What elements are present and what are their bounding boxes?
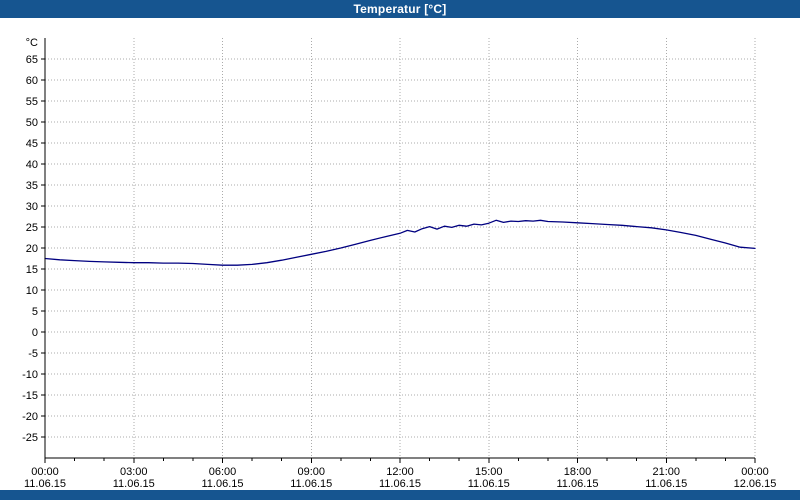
svg-text:10: 10 <box>26 285 38 297</box>
svg-text:15: 15 <box>26 264 38 276</box>
svg-text:25: 25 <box>26 222 38 234</box>
svg-text:-15: -15 <box>22 390 38 402</box>
svg-text:-25: -25 <box>22 432 38 444</box>
svg-text:11.06.15: 11.06.15 <box>379 478 421 490</box>
svg-text:09:00: 09:00 <box>297 466 325 478</box>
svg-text:15:00: 15:00 <box>475 466 503 478</box>
svg-text:00:00: 00:00 <box>741 466 769 478</box>
svg-text:-5: -5 <box>28 348 38 360</box>
svg-text:-20: -20 <box>22 411 38 423</box>
svg-text:5: 5 <box>32 306 38 318</box>
temperature-chart: -25 -20 -15 -10 -5 0 5 10 15 20 25 30 35 40 45 50 55 60 65… <box>22 37 777 490</box>
svg-text:18:00: 18:00 <box>564 466 592 478</box>
svg-text:20: 20 <box>26 243 38 255</box>
svg-text:-10: -10 <box>22 369 38 381</box>
svg-text:0: 0 <box>32 327 38 339</box>
svg-text:11.06.15: 11.06.15 <box>24 478 66 490</box>
svg-text:03:00: 03:00 <box>120 466 148 478</box>
svg-text:11.06.15: 11.06.15 <box>645 478 687 490</box>
svg-text:55: 55 <box>26 96 38 108</box>
svg-text:21:00: 21:00 <box>652 466 680 478</box>
svg-text:11.06.15: 11.06.15 <box>290 478 332 490</box>
window-title: Temperatur [°C] <box>353 2 447 16</box>
svg-text:11.06.15: 11.06.15 <box>556 478 598 490</box>
svg-text:45: 45 <box>26 138 38 150</box>
window-footer <box>0 490 800 500</box>
svg-text:06:00: 06:00 <box>209 466 237 478</box>
svg-text:50: 50 <box>26 117 38 129</box>
svg-text:11.06.15: 11.06.15 <box>468 478 510 490</box>
svg-text:11.06.15: 11.06.15 <box>113 478 155 490</box>
svg-text:65: 65 <box>26 54 38 66</box>
svg-text:60: 60 <box>26 75 38 87</box>
svg-text:00:00: 00:00 <box>31 466 59 478</box>
svg-text:40: 40 <box>26 159 38 171</box>
svg-text:11.06.15: 11.06.15 <box>201 478 243 490</box>
window-titlebar: Temperatur [°C] <box>0 0 800 18</box>
svg-text:12.06.15: 12.06.15 <box>734 478 777 490</box>
svg-text:°C: °C <box>26 37 38 49</box>
svg-text:12:00: 12:00 <box>386 466 414 478</box>
svg-text:30: 30 <box>26 201 38 213</box>
svg-text:35: 35 <box>26 180 38 192</box>
